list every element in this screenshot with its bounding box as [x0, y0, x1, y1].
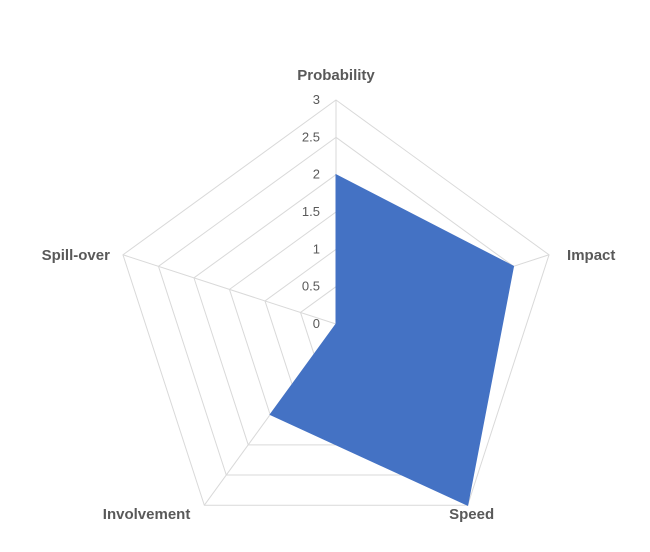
tick-layer: 0 0.5 1 1.5 2 2.5 3 [302, 92, 320, 331]
category-label-involvement: Involvement [103, 506, 191, 523]
spoke-4 [122, 254, 337, 325]
label-layer: Probability Impact Speed Involvement Spill-o… [42, 67, 616, 523]
grid-ring-6 [122, 99, 550, 506]
tick-label-6: 3 [313, 92, 320, 107]
tick-label-3: 1.5 [302, 204, 320, 219]
tick-label-0: 0 [313, 316, 320, 331]
series-layer [269, 173, 515, 506]
category-label-impact: Impact [567, 247, 615, 264]
tick-label-1: 0.5 [302, 279, 320, 294]
category-label-speed: Speed [449, 506, 494, 523]
grid-ring-5 [157, 136, 515, 476]
series-area-0 [269, 173, 515, 506]
category-label-probability: Probability [297, 67, 375, 84]
tick-label-4: 2 [313, 167, 320, 182]
category-label-spill-over: Spill-over [42, 247, 111, 264]
tick-label-5: 2.5 [302, 129, 320, 144]
tick-label-2: 1 [313, 241, 320, 256]
